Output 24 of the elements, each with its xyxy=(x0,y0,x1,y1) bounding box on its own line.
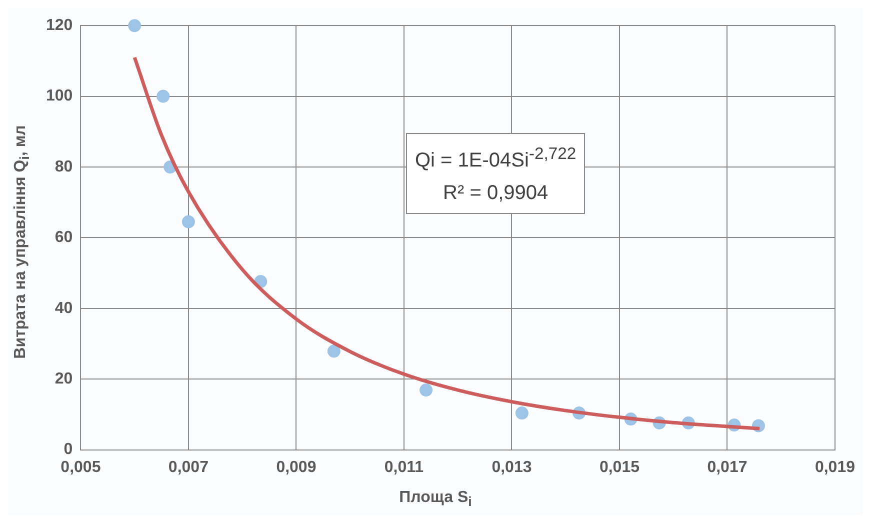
y-tick-label: 60 xyxy=(54,229,73,246)
y-tick-label: 100 xyxy=(46,88,73,105)
point xyxy=(420,384,433,397)
annotation: Qi = 1E-04Si$^{-2,722}$ xyxy=(415,143,576,174)
point xyxy=(327,344,340,358)
point xyxy=(156,90,170,103)
y-tick-label: 0 xyxy=(64,441,73,458)
x-tick-label: 0,019 xyxy=(814,458,856,476)
x-tick-label: 0,007 xyxy=(168,458,209,476)
annotation: R² = 0,9904 xyxy=(442,180,550,206)
point xyxy=(128,19,142,32)
x-tick-label: 0,013 xyxy=(492,458,532,476)
x-axis-title: Площа S$_{i}$ xyxy=(398,489,473,510)
point xyxy=(515,406,528,420)
x-tick-label: 0,005 xyxy=(60,458,101,476)
x-tick-label: 0,011 xyxy=(384,458,424,476)
point xyxy=(182,215,195,228)
x-tick-label: 0,015 xyxy=(599,458,640,476)
y-tick-label: 20 xyxy=(54,370,73,388)
y-tick-label: 120 xyxy=(46,17,73,34)
y-tick-label: 40 xyxy=(54,300,73,317)
x-tick-label: 0,009 xyxy=(276,458,316,476)
y-tick-label: 80 xyxy=(54,158,73,176)
x-tick-label: 0,017 xyxy=(707,458,748,476)
